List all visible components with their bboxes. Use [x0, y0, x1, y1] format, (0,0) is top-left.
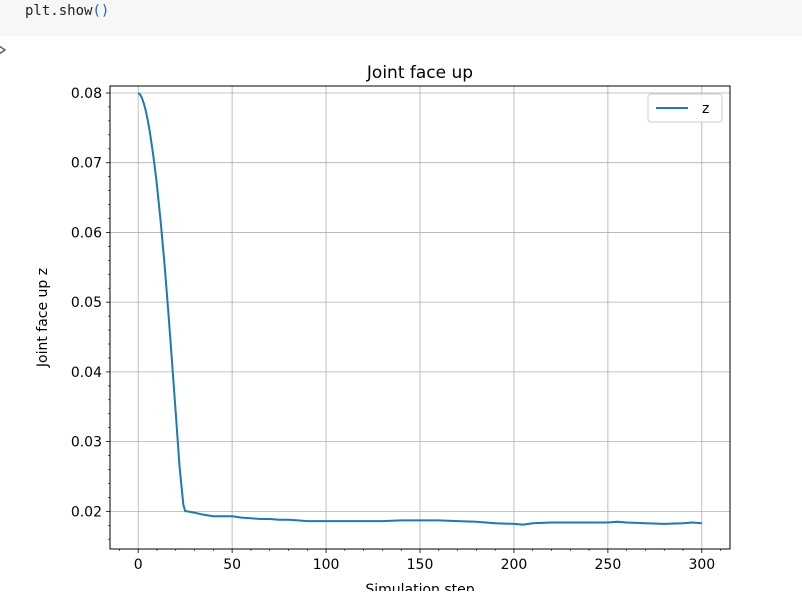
- x-tick-label: 50: [223, 557, 241, 573]
- code-line[interactable]: plt.show(): [25, 3, 109, 19]
- code-paren: (): [92, 3, 110, 19]
- code-cell[interactable]: plt.show(): [0, 0, 802, 36]
- output-toggle-icon[interactable]: [0, 42, 10, 62]
- y-tick-label: 0.03: [71, 435, 102, 451]
- chart-title: Joint face up: [366, 63, 473, 83]
- y-tick-label: 0.05: [71, 295, 102, 311]
- x-tick-label: 100: [313, 557, 340, 573]
- x-tick-label: 150: [407, 557, 434, 573]
- y-tick-label: 0.07: [71, 156, 102, 172]
- x-tick-label: 300: [688, 557, 715, 573]
- y-tick-label: 0.08: [71, 86, 102, 102]
- y-axis-label: Joint face up z: [35, 268, 51, 368]
- series-line-z: [137, 92, 702, 526]
- plot-output: 0 50 100 150 200 250 300 0.02 0.03 0.04 0.05 0.06 0.…: [0, 36, 802, 595]
- x-tick-label: 250: [595, 557, 622, 573]
- code-text: plt.show: [25, 3, 93, 19]
- plot-frame: [109, 85, 731, 550]
- x-tick-label: 200: [501, 557, 528, 573]
- line-chart: 0 50 100 150 200 250 300 0.02 0.03 0.04 0.05 0.06 0.…: [35, 63, 731, 595]
- y-tick-label: 0.04: [71, 365, 102, 381]
- y-tick-label: 0.06: [71, 225, 102, 241]
- legend-label-z: z: [702, 101, 709, 117]
- x-axis-label: Simulation step: [365, 582, 474, 591]
- y-tick-label: 0.02: [71, 504, 102, 520]
- x-tick-label: 0: [134, 557, 143, 573]
